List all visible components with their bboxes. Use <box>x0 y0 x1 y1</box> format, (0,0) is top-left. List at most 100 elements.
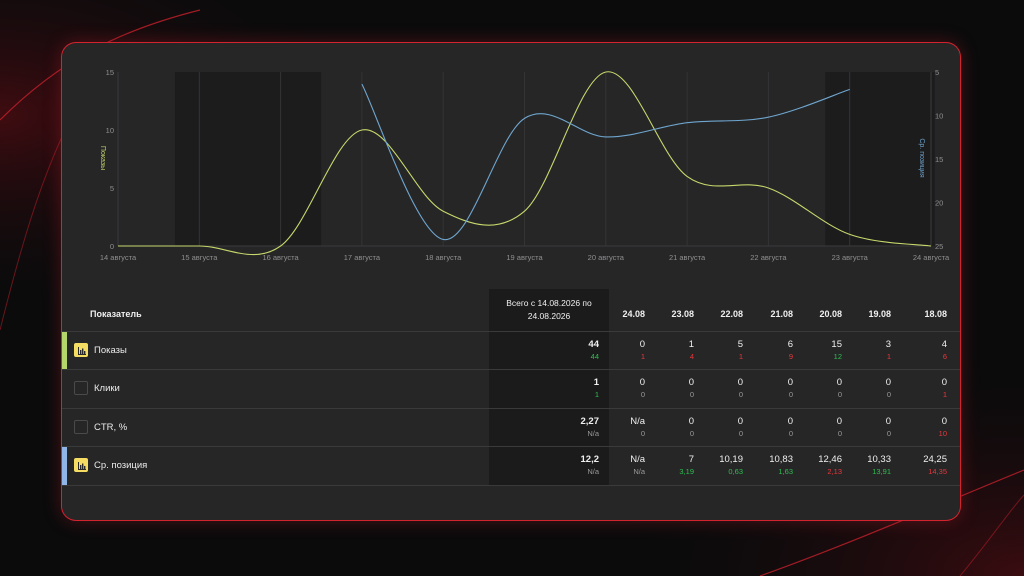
metrics-table: Показатель Всего с 14.08.2026 по 24.08.2… <box>62 289 960 520</box>
date-column-header[interactable]: 18.08 <box>924 308 947 319</box>
cell-change: 0 <box>837 390 842 400</box>
total-value: 1 <box>593 377 599 389</box>
cell-value: 0 <box>787 415 793 427</box>
cell-change: 10 <box>938 428 947 438</box>
cell-change: 0 <box>738 428 743 438</box>
cell-change: 1 <box>738 351 743 361</box>
cell-value: 1 <box>688 338 694 350</box>
metric-label: Клики <box>94 383 120 394</box>
cell-change: 12 <box>833 351 842 361</box>
date-column-header[interactable]: 23.08 <box>671 308 694 319</box>
date-column-header[interactable]: 20.08 <box>819 308 842 319</box>
cell-value: 3 <box>885 338 891 350</box>
cell-change: 14,35 <box>928 467 947 477</box>
cell-change: 0 <box>738 390 743 400</box>
total-value: 12,2 <box>580 454 600 466</box>
cell-change: 0 <box>886 390 891 400</box>
x-tick-label: 24 августа <box>913 253 950 262</box>
value-cell: 24,25 14,35 <box>904 447 960 486</box>
series-color-indicator <box>62 447 67 485</box>
cell-change: 1 <box>640 351 645 361</box>
table-row: Ср. позиция 12,2 N/a N/a N/a 7 3,19 10,19 0,63 10… <box>62 446 960 486</box>
date-column-header[interactable]: 22.08 <box>720 308 743 319</box>
date-column-header[interactable]: 19.08 <box>868 308 891 319</box>
cell-change: 1,63 <box>778 467 793 477</box>
date-column-header[interactable]: 21.08 <box>770 308 793 319</box>
chart-toggle-checkbox[interactable] <box>74 381 88 395</box>
cell-change: 0 <box>788 428 793 438</box>
y-left-tick-label: 0 <box>110 242 114 251</box>
cell-change: 1 <box>886 351 891 361</box>
cell-change: 0 <box>689 428 694 438</box>
cell-value: 12,46 <box>818 454 842 466</box>
metric-cell: Показы <box>62 331 489 370</box>
cell-value: 0 <box>737 415 743 427</box>
value-cell: N/a 0 <box>609 408 658 447</box>
chart-toggle-checked-icon[interactable] <box>74 458 88 472</box>
table-row: CTR, % 2,27 N/a N/a 0 0 0 0 0 0 0 0 0 0 0 0 10 <box>62 408 960 447</box>
cell-value: 0 <box>885 415 891 427</box>
value-cell: 10,19 0,63 <box>707 447 756 486</box>
cell-value: 4 <box>941 338 947 350</box>
cell-value: 0 <box>639 377 645 389</box>
metric-cell: Ср. позиция <box>62 447 489 486</box>
value-cell: 10,33 13,91 <box>855 447 904 486</box>
cell-change: 3,19 <box>679 467 694 477</box>
cell-value: 0 <box>737 377 743 389</box>
total-change: 1 <box>594 390 599 400</box>
y-right-tick-label: 15 <box>935 155 943 164</box>
cell-change: 0 <box>886 428 891 438</box>
total-change: N/a <box>587 467 599 477</box>
x-tick-label: 23 августа <box>832 253 869 262</box>
x-tick-label: 15 августа <box>181 253 218 262</box>
x-tick-label: 19 августа <box>506 253 543 262</box>
x-tick-label: 20 августа <box>588 253 625 262</box>
cell-value: 0 <box>639 338 645 350</box>
total-cell: 2,27 N/a <box>489 408 609 447</box>
cell-value: 0 <box>836 415 842 427</box>
table-header-row: Показатель Всего с 14.08.2026 по 24.08.2… <box>62 289 960 331</box>
total-change: N/a <box>587 428 599 438</box>
cell-value: 24,25 <box>923 454 947 466</box>
chart-toggle-checkbox[interactable] <box>74 419 88 434</box>
statistics-panel: 14 августа 15 августа 16 августа 17 августа… <box>62 43 960 520</box>
line-chart: 14 августа 15 августа 16 августа 17 августа… <box>99 68 950 262</box>
cell-change: N/a <box>633 467 645 477</box>
y-left-tick-label: 10 <box>106 126 114 135</box>
cell-value: 6 <box>787 338 793 350</box>
cell-change: 0 <box>640 428 645 438</box>
cell-value: 5 <box>737 338 743 350</box>
impressions-line <box>118 71 932 256</box>
metric-column-header[interactable]: Показатель <box>90 308 142 319</box>
value-cell: 15 12 <box>806 331 855 370</box>
cell-value: 0 <box>885 377 891 389</box>
cell-value: 0 <box>941 377 947 389</box>
shaded-range <box>174 72 322 246</box>
y-right-tick-label: 25 <box>935 242 943 251</box>
total-value: 2,27 <box>580 415 600 427</box>
chart-toggle-checked-icon[interactable] <box>74 342 88 357</box>
cell-value: N/a <box>630 454 645 466</box>
series-color-indicator <box>62 331 67 369</box>
total-column-header[interactable]: Всего с 14.08.2026 по 24.08.2026 <box>489 289 609 331</box>
date-column-header[interactable]: 24.08 <box>622 308 645 319</box>
cell-value: 0 <box>941 415 947 427</box>
table-row: Показы 44 44 0 1 1 4 5 1 6 9 15 12 3 1 4 6 <box>62 331 960 370</box>
avg-position-line <box>361 83 850 241</box>
y-right-tick-label: 10 <box>935 112 943 121</box>
cell-change: 0 <box>640 390 645 400</box>
cell-change: 6 <box>942 351 947 361</box>
cell-change: 9 <box>788 351 793 361</box>
cell-change: 0 <box>689 390 694 400</box>
value-cell: 10,83 1,63 <box>756 447 806 486</box>
